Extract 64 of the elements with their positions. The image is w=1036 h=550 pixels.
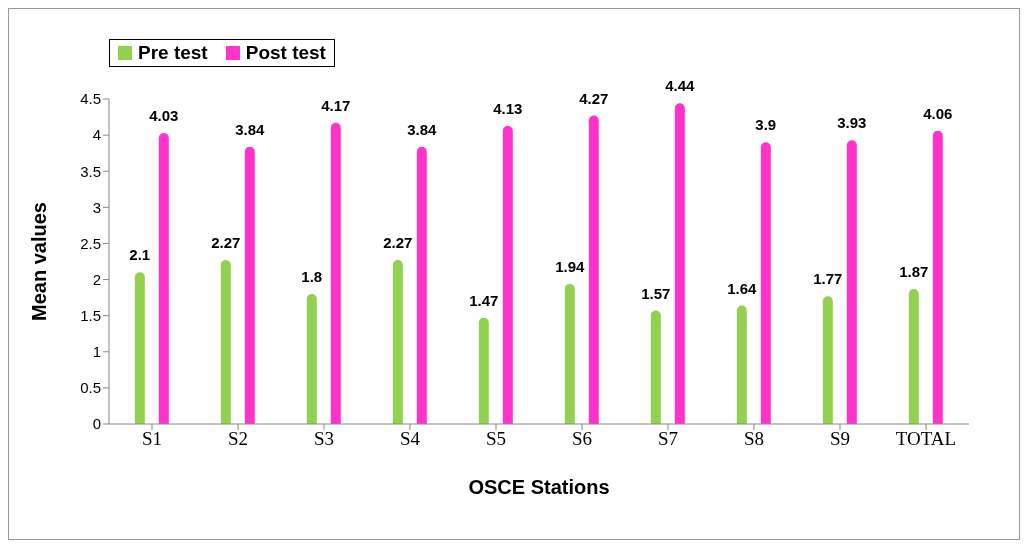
x-tick-label: S2 bbox=[227, 428, 249, 450]
y-tick-label: 3.5 bbox=[80, 162, 101, 180]
data-label: 1.87 bbox=[899, 262, 929, 280]
data-label: 4.17 bbox=[321, 96, 351, 114]
bar bbox=[674, 103, 685, 424]
data-label: 4.06 bbox=[923, 104, 953, 122]
x-tick-label: S1 bbox=[141, 428, 163, 450]
bar bbox=[564, 283, 575, 424]
bar bbox=[650, 310, 661, 424]
data-label: 1.77 bbox=[813, 270, 843, 288]
x-tick-label: S8 bbox=[743, 428, 765, 450]
data-label: 2.27 bbox=[211, 234, 241, 252]
y-tick-label: 4 bbox=[92, 126, 101, 144]
y-tick-label: 3 bbox=[92, 198, 101, 216]
legend-label: Pre test bbox=[138, 42, 208, 64]
data-label: 3.9 bbox=[755, 116, 777, 134]
bar bbox=[330, 122, 341, 424]
data-label: 3.93 bbox=[837, 114, 867, 132]
bar bbox=[158, 132, 169, 424]
bar bbox=[220, 260, 231, 424]
data-label: 4.03 bbox=[149, 106, 179, 124]
data-label: 1.64 bbox=[727, 279, 758, 297]
data-label: 3.84 bbox=[407, 120, 438, 138]
x-tick-label: S3 bbox=[313, 428, 335, 450]
legend-label: Post test bbox=[245, 42, 326, 64]
x-tick-label: S5 bbox=[485, 428, 507, 450]
x-axis-title: OSCE Stations bbox=[468, 476, 610, 498]
y-axis-title: Mean values bbox=[28, 202, 51, 321]
data-label: 4.44 bbox=[665, 77, 696, 95]
bar bbox=[846, 140, 857, 424]
bar bbox=[908, 288, 919, 424]
data-label: 1.8 bbox=[301, 268, 323, 285]
data-label: 2.1 bbox=[129, 246, 151, 264]
y-tick-label: 0.5 bbox=[80, 379, 101, 397]
bar bbox=[244, 146, 255, 424]
bar bbox=[588, 115, 599, 424]
y-tick-label: 1 bbox=[92, 343, 101, 361]
y-tick-label: 0 bbox=[92, 415, 101, 433]
data-label: 4.13 bbox=[493, 99, 523, 117]
x-tick-label: S6 bbox=[571, 428, 593, 450]
bar bbox=[306, 294, 317, 424]
data-label: 1.47 bbox=[469, 291, 499, 309]
data-label: 4.27 bbox=[579, 89, 609, 107]
bar bbox=[822, 296, 833, 424]
bar bbox=[392, 260, 403, 424]
x-tick-label: S7 bbox=[657, 428, 679, 450]
y-tick-label: 4.5 bbox=[80, 90, 101, 108]
x-tick-label: S9 bbox=[829, 428, 851, 450]
bar bbox=[760, 142, 771, 424]
bar bbox=[736, 305, 747, 424]
x-tick-label: S4 bbox=[399, 428, 421, 450]
x-tick-label: TOTAL bbox=[895, 428, 957, 450]
bar bbox=[416, 146, 427, 424]
data-label: 3.84 bbox=[235, 120, 266, 138]
y-tick-label: 2.5 bbox=[80, 234, 101, 252]
data-label: 1.94 bbox=[555, 257, 586, 275]
bar bbox=[478, 317, 489, 424]
bar bbox=[932, 130, 943, 424]
data-label: 2.27 bbox=[383, 234, 413, 252]
bar bbox=[134, 272, 145, 424]
y-tick-label: 2 bbox=[92, 270, 101, 288]
bar bbox=[502, 125, 513, 424]
y-tick-label: 1.5 bbox=[80, 306, 101, 324]
data-label: 1.57 bbox=[641, 284, 671, 302]
